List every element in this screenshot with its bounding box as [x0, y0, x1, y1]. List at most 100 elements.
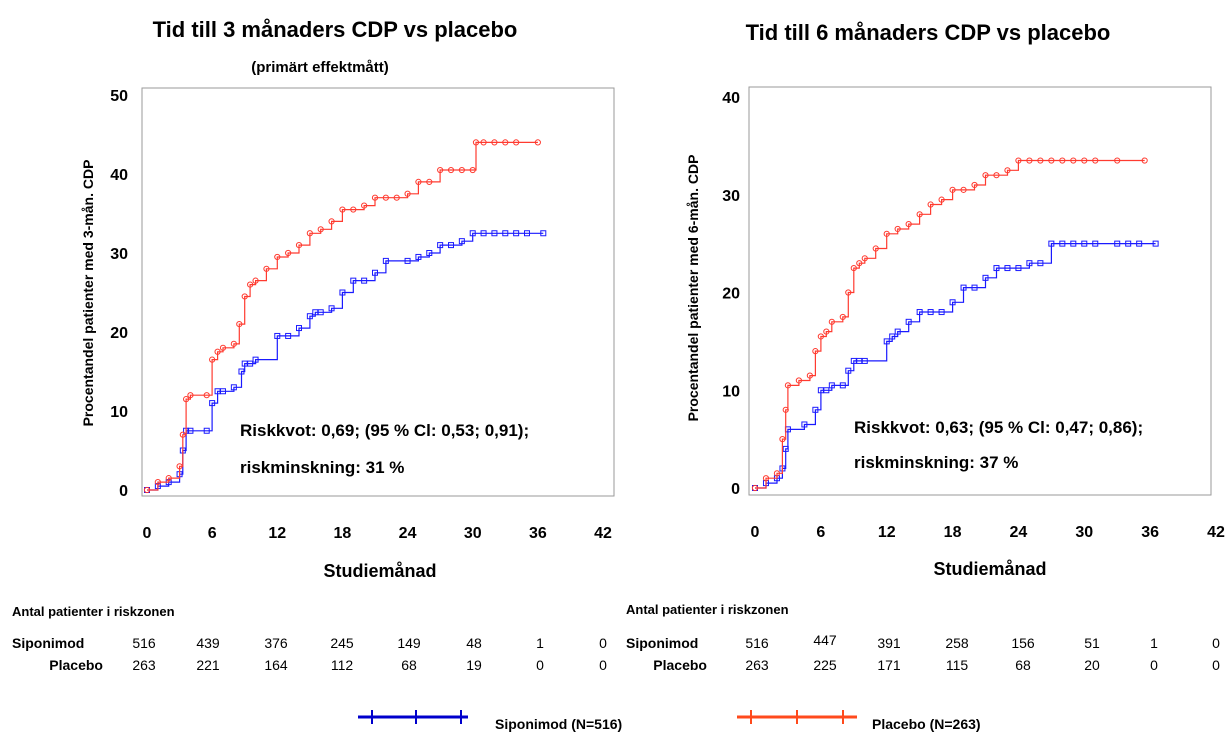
- censor-marker: [437, 242, 444, 249]
- censor-marker: [1059, 240, 1066, 247]
- censor-marker: [872, 245, 879, 252]
- censor-marker: [1037, 157, 1044, 164]
- x-tick-label: 0: [751, 524, 760, 541]
- censor-marker: [1026, 260, 1033, 267]
- censor-marker: [534, 139, 541, 146]
- y-tick-label: 30: [110, 246, 128, 263]
- risk-cell: 0: [1150, 657, 1158, 673]
- legend-label-siponimod: Siponimod (N=516): [495, 716, 622, 732]
- censor-marker: [361, 277, 368, 284]
- censor-marker: [295, 242, 303, 249]
- series-placebo: [751, 157, 1148, 492]
- censor-marker: [154, 479, 161, 486]
- y-tick-label: 30: [722, 188, 740, 205]
- censor-marker: [524, 230, 530, 237]
- chart1-subtitle: (primärt effektmått): [251, 59, 389, 76]
- chart2-x-ticks: 0 6 12 18 24 30 36 42: [751, 524, 1225, 541]
- series-line-placebo: [147, 141, 538, 491]
- censor-marker: [993, 265, 1000, 272]
- censor-marker: [230, 340, 237, 347]
- censor-marker: [143, 486, 151, 494]
- censor-marker: [328, 218, 335, 225]
- censor-marker: [839, 382, 846, 389]
- censor-marker: [1048, 157, 1055, 164]
- censor-marker: [513, 139, 520, 146]
- y-tick-label: 10: [110, 404, 128, 421]
- chart1-series: [143, 139, 547, 494]
- censor-marker: [993, 172, 1000, 179]
- risk-cell: 221: [196, 657, 220, 673]
- censor-marker: [1114, 240, 1121, 247]
- censor-marker: [247, 360, 254, 367]
- x-tick-label: 24: [399, 525, 417, 542]
- chart2-title: Tid till 6 månaders CDP vs placebo: [746, 20, 1111, 45]
- censor-marker: [1004, 167, 1011, 174]
- risk-cell: 439: [196, 635, 220, 651]
- risk-cell: 0: [536, 657, 544, 673]
- y-tick-label: 20: [110, 325, 128, 342]
- chart1-x-axis-label: Studiemånad: [323, 561, 436, 581]
- censor-marker: [214, 348, 221, 355]
- y-tick-label: 0: [119, 483, 128, 500]
- censor-marker: [415, 253, 422, 260]
- censor-marker: [806, 372, 813, 379]
- censor-marker: [306, 230, 313, 237]
- x-tick-label: 24: [1010, 524, 1028, 541]
- panel-6-month: Tid till 6 månaders CDP vs placebo 0 10 20…: [626, 20, 1225, 673]
- chart2-risk-row-siponimod: 516 447 391 258 156 51 1 0: [745, 632, 1220, 651]
- censor-marker: [960, 186, 967, 193]
- risk-cell: 164: [264, 657, 288, 673]
- risk-cell: 0: [1212, 635, 1220, 651]
- legend-label-placebo: Placebo (N=263): [872, 716, 981, 732]
- censor-marker: [491, 230, 498, 237]
- censor-marker: [861, 357, 868, 364]
- censor-marker: [209, 356, 216, 363]
- censor-marker: [382, 257, 389, 264]
- censor-marker: [165, 475, 172, 482]
- risk-cell: 20: [1084, 657, 1100, 673]
- x-tick-label: 0: [143, 525, 152, 542]
- censor-marker: [817, 333, 824, 340]
- risk-cell: 68: [401, 657, 417, 673]
- censor-marker: [850, 264, 857, 272]
- y-tick-label: 10: [722, 383, 740, 400]
- censor-marker: [236, 321, 243, 328]
- risk-cell: 516: [132, 635, 156, 651]
- censor-marker: [241, 293, 248, 300]
- x-tick-label: 12: [878, 524, 896, 541]
- censor-marker: [285, 249, 292, 257]
- y-tick-label: 40: [722, 90, 740, 107]
- censor-marker: [1015, 265, 1022, 272]
- censor-marker: [949, 186, 956, 193]
- chart2-x-axis-label: Studiemånad: [933, 559, 1046, 579]
- censor-marker: [179, 431, 186, 438]
- censor-marker: [916, 309, 923, 316]
- risk-cell: 19: [466, 657, 482, 673]
- censor-marker: [203, 392, 210, 399]
- censor-marker: [317, 309, 324, 316]
- censor-marker: [839, 313, 846, 321]
- censor-marker: [949, 299, 956, 306]
- censor-marker: [801, 421, 808, 428]
- censor-marker: [751, 484, 759, 492]
- censor-marker: [415, 178, 422, 185]
- censor-marker: [916, 211, 923, 218]
- censor-marker: [1125, 240, 1132, 247]
- chart2-risk-reduction: riskminskning: 37 %: [854, 453, 1018, 472]
- chart1-risk-row-placebo: 263 221 164 112 68 19 0 0: [132, 657, 607, 673]
- censor-marker: [828, 318, 835, 325]
- risk-cell: 112: [331, 657, 354, 673]
- x-tick-label: 18: [334, 525, 352, 542]
- risk-cell: 263: [132, 657, 156, 673]
- series-placebo: [143, 139, 541, 494]
- censor-marker: [274, 253, 281, 261]
- censor-marker: [1015, 157, 1022, 164]
- censor-marker: [982, 172, 989, 179]
- censor-marker: [905, 220, 912, 228]
- censor-marker: [1092, 240, 1099, 247]
- censor-marker: [372, 269, 378, 276]
- censor-marker: [1070, 240, 1077, 247]
- censor-marker: [784, 382, 792, 389]
- risk-cell: 115: [946, 657, 969, 673]
